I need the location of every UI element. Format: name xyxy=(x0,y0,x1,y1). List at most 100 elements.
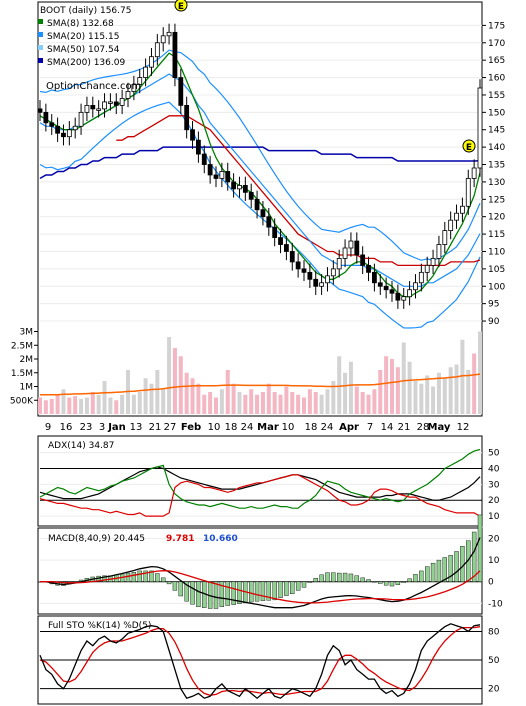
volume-bar xyxy=(460,339,465,414)
legend-entry: SMA(200) 136.09 xyxy=(47,58,125,68)
candle-body xyxy=(207,164,213,176)
candle-body xyxy=(66,129,72,138)
price-tick-label: 150 xyxy=(488,108,505,118)
macd-histogram-bar xyxy=(430,562,436,582)
macd-histogram-bar xyxy=(319,574,324,582)
stochastic-panel: Full STO %K(14) %D(5) 80 50 20 xyxy=(37,615,500,705)
macd-histogram-bar xyxy=(143,570,148,582)
volume-bar xyxy=(249,389,254,414)
volume-bar xyxy=(366,394,371,414)
candle-body xyxy=(389,289,395,294)
macd-histogram-bar xyxy=(260,581,266,601)
candle-body xyxy=(190,129,195,141)
candle-body xyxy=(242,184,248,193)
volume-bar xyxy=(96,394,101,414)
volume-bar xyxy=(478,331,482,414)
volume-bar xyxy=(395,367,400,414)
volume-bar xyxy=(108,397,113,414)
volume-bar xyxy=(466,370,471,414)
macd-histogram-bar xyxy=(248,581,254,603)
macd-histogram-bar xyxy=(436,559,442,582)
macd-histogram-bar xyxy=(448,555,453,582)
legend-swatch xyxy=(38,58,43,63)
candle-body xyxy=(319,282,325,287)
volume-bar xyxy=(219,389,224,414)
volume-bar xyxy=(448,367,453,414)
legend-entry: SMA(50) 107.54 xyxy=(47,45,120,55)
candle-body xyxy=(131,84,137,92)
price-tick-label: 165 xyxy=(488,56,505,66)
volume-bar xyxy=(313,392,318,414)
candle-body xyxy=(395,292,401,301)
volume-bar xyxy=(360,392,365,414)
volume-bar xyxy=(290,392,295,414)
candle-body xyxy=(154,42,160,58)
date-tick-label: Mar xyxy=(257,422,279,433)
macd-histogram-bar xyxy=(354,575,359,582)
volume-tick-label: 1.5M xyxy=(11,369,33,379)
candle-body xyxy=(184,104,190,131)
date-tick-label: Feb xyxy=(181,422,201,433)
candle-body xyxy=(119,98,125,106)
candle-body xyxy=(448,219,454,232)
candle-body xyxy=(454,212,459,221)
price-tick-label: 155 xyxy=(488,91,505,101)
volume-bar xyxy=(372,389,377,414)
date-tick-label: 10 xyxy=(208,422,221,433)
volume-bar xyxy=(143,378,148,414)
stochastic-tick-label: 50 xyxy=(488,656,500,666)
legend-entry: BOOT (daily) 156.75 xyxy=(40,6,131,16)
macd-histogram-bar xyxy=(337,572,342,582)
candle-body xyxy=(336,258,342,270)
adx-series-line xyxy=(39,466,481,501)
adx-series-line xyxy=(39,474,481,517)
date-tick-label: 13 xyxy=(130,422,143,433)
candle-body xyxy=(278,237,283,245)
adx-tick-label: 50 xyxy=(488,449,500,459)
macd-histogram-bar xyxy=(137,570,142,582)
volume-bar xyxy=(38,397,42,414)
adx-tick-label: 40 xyxy=(488,465,500,475)
candle-body xyxy=(430,258,436,266)
volume-bar xyxy=(260,392,265,414)
candle-body xyxy=(377,282,383,287)
candle-body xyxy=(330,268,336,277)
macd-label-text: MACD(8,40,9) 20.445 xyxy=(48,534,145,544)
macd-histogram-bar xyxy=(395,581,401,585)
candle-body xyxy=(113,101,119,106)
price-tick-label: 95 xyxy=(488,300,499,310)
price-tick-label: 105 xyxy=(488,265,505,275)
date-tick-label: 24 xyxy=(241,422,254,433)
stochastic-d-line xyxy=(39,626,481,696)
volume-bar xyxy=(84,397,89,414)
candle-body xyxy=(160,35,166,44)
macd-histogram-bar xyxy=(231,581,236,605)
volume-bar xyxy=(284,386,289,414)
macd-histogram-bar xyxy=(471,531,477,582)
macd-histogram-bar xyxy=(254,581,260,602)
date-tick-label: 27 xyxy=(164,422,177,433)
candle-body xyxy=(401,296,407,301)
volume-bar xyxy=(61,389,66,414)
macd-histogram-bar xyxy=(284,581,289,596)
volume-bar xyxy=(419,383,424,414)
macd-histogram-bar xyxy=(272,581,277,601)
volume-bar xyxy=(172,348,177,414)
macd-histogram-bar xyxy=(372,581,377,583)
volume-bar xyxy=(208,392,213,414)
volume-bar xyxy=(343,372,348,414)
candle-body xyxy=(424,264,430,273)
volume-tick-label: 500K xyxy=(10,396,34,406)
macd-panel: MACD(8,40,9) 20.445 9.781 10.660 20 10 0 -10 xyxy=(37,514,503,615)
date-tick-label: 21 xyxy=(149,422,162,433)
volume-bar xyxy=(354,386,359,414)
volume-tick-label: 1M xyxy=(20,383,34,393)
macd-label: MACD(8,40,9) 20.445 9.781 10.660 xyxy=(48,534,238,544)
macd-histogram-bar xyxy=(360,577,365,582)
volume-bar xyxy=(131,394,136,414)
candle-body xyxy=(213,174,219,179)
volume-bar xyxy=(413,381,418,414)
macd-signal-line xyxy=(40,570,481,604)
volume-tick-label: 3M xyxy=(20,328,34,338)
